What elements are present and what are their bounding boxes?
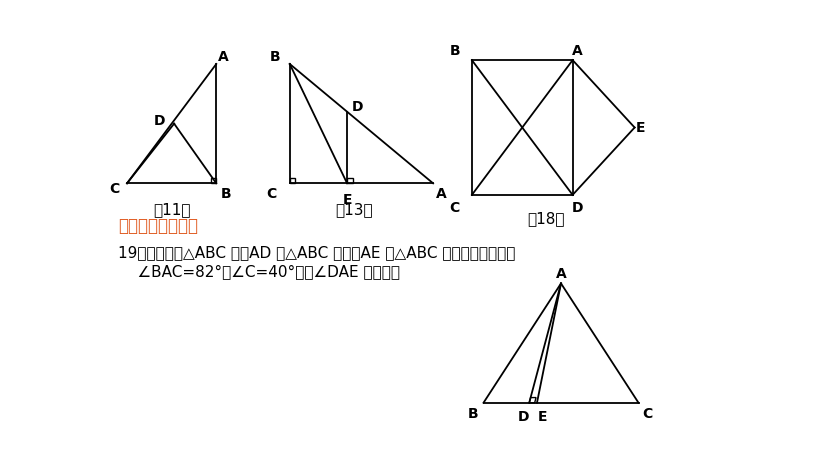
Text: A: A <box>572 44 583 58</box>
Text: D: D <box>572 201 583 215</box>
Text: 第18图: 第18图 <box>528 212 565 227</box>
Text: ∠BAC=82°，∠C=40°，求∠DAE 的度数。: ∠BAC=82°，∠C=40°，求∠DAE 的度数。 <box>118 265 400 280</box>
Text: 第11图: 第11图 <box>153 202 190 217</box>
Text: B: B <box>270 50 281 64</box>
Text: C: C <box>110 182 120 197</box>
Text: 19、如图，在△ABC 中，AD 是△ABC 的高，AE 是△ABC 的角平分线，已知: 19、如图，在△ABC 中，AD 是△ABC 的高，AE 是△ABC 的角平分线… <box>118 245 515 260</box>
Text: D: D <box>351 100 363 114</box>
Text: A: A <box>555 267 566 281</box>
Text: B: B <box>467 407 478 421</box>
Text: 第13图: 第13图 <box>335 202 373 217</box>
Text: E: E <box>538 410 547 424</box>
Text: B: B <box>450 44 460 58</box>
Text: E: E <box>636 121 646 135</box>
Text: E: E <box>342 193 352 207</box>
Text: C: C <box>642 407 653 421</box>
Text: C: C <box>450 201 460 215</box>
Text: D: D <box>154 114 165 128</box>
Text: A: A <box>437 187 447 201</box>
Text: B: B <box>221 187 232 201</box>
Text: A: A <box>218 50 229 64</box>
Text: C: C <box>266 187 276 201</box>
Text: 三、计算与证明：: 三、计算与证明： <box>118 217 198 234</box>
Text: D: D <box>518 410 530 424</box>
